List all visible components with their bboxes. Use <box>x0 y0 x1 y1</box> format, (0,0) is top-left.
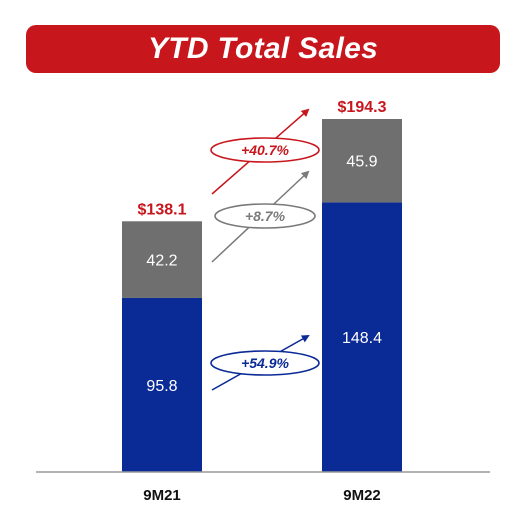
bar-9M22-segment-1 <box>322 119 402 203</box>
growth-label-total: +40.7% <box>241 142 289 158</box>
category-label-9M22: 9M22 <box>343 487 381 504</box>
growth-label-gray: +8.7% <box>245 208 286 224</box>
bar-9M21-segment-1-label: 42.2 <box>146 253 177 270</box>
growth-label-blue: +54.9% <box>241 355 289 371</box>
chart-title-banner: YTD Total Sales <box>26 25 500 73</box>
bar-9M21-total-label: $138.1 <box>138 201 187 218</box>
bar-9M22-total-label: $194.3 <box>338 99 387 116</box>
bar-9M22-segment-0-label: 148.4 <box>342 330 382 347</box>
chart-title: YTD Total Sales <box>147 32 379 65</box>
bar-9M21-segment-1 <box>122 221 202 298</box>
bar-9M21-segment-0-label: 95.8 <box>146 378 177 395</box>
bar-9M21-segment-0 <box>122 297 202 472</box>
bar-9M22-segment-1-label: 45.9 <box>346 154 377 171</box>
growth-oval-blue <box>210 350 320 376</box>
bar-9M22-segment-0 <box>322 202 402 472</box>
growth-oval-gray <box>214 203 316 229</box>
category-label-9M21: 9M21 <box>143 487 181 504</box>
growth-oval-total <box>210 137 320 163</box>
